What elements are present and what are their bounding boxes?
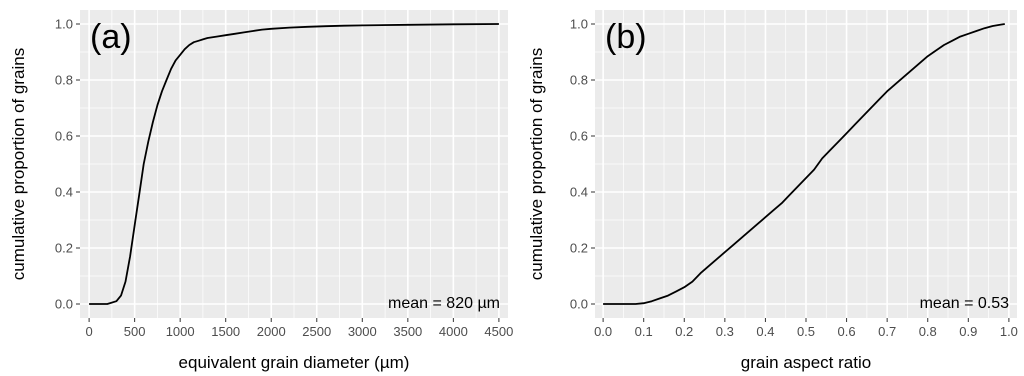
x-axis-title: grain aspect ratio [741, 353, 871, 372]
cdf-line [89, 23, 499, 305]
x-tick-label: 0.2 [675, 324, 693, 339]
x-tick-label: 500 [124, 324, 146, 339]
y-tick-label: 0.4 [570, 185, 588, 200]
y-tick-label: 0.8 [570, 73, 588, 88]
x-tick-label: 4000 [439, 324, 468, 339]
y-tick-label: 0.0 [570, 297, 588, 312]
y-tick-label: 0.2 [55, 241, 73, 256]
panel-a: 0 500 1000 1500 2000 2500 3000 3500 4000 4500 0.0 0… [9, 10, 513, 372]
panel-label: (b) [605, 18, 647, 56]
x-tick-label: 0.1 [635, 324, 653, 339]
x-axis-title: equivalent grain diameter (µm) [179, 353, 410, 372]
x-tick-label: 4500 [484, 324, 513, 339]
x-tick-label: 0.7 [878, 324, 896, 339]
x-tick-label: 3500 [393, 324, 422, 339]
panel-label: (a) [90, 18, 132, 56]
x-tick-label: 0.9 [959, 324, 977, 339]
mean-annotation: mean = 0.53 [920, 295, 1010, 312]
x-tick-label: 3000 [348, 324, 377, 339]
panel-b: 0.0 0.1 0.2 0.3 0.4 0.5 0.6 0.7 0.8 0.9 1.0 0.0 0.2 0… [527, 10, 1018, 372]
x-tick-label: 0 [85, 324, 92, 339]
x-tick-label: 0.3 [716, 324, 734, 339]
y-tick-label: 1.0 [570, 17, 588, 32]
x-tick-label: 2000 [257, 324, 286, 339]
x-tick-label: 1500 [211, 324, 240, 339]
y-tick-label: 0.4 [55, 185, 73, 200]
x-tick-label: 0.0 [594, 324, 612, 339]
y-tick-label: 0.8 [55, 73, 73, 88]
x-tick-label: 1.0 [1000, 324, 1018, 339]
y-tick-label: 0.6 [55, 129, 73, 144]
x-tick-label: 0.4 [756, 324, 774, 339]
y-tick-label: 1.0 [55, 17, 73, 32]
y-axis-title: cumulative proportion of grains [9, 48, 28, 280]
x-tick-label: 0.8 [919, 324, 937, 339]
x-tick-label: 2500 [302, 324, 331, 339]
x-tick-label: 1000 [166, 324, 195, 339]
y-tick-label: 0.6 [570, 129, 588, 144]
x-tick-label: 0.5 [797, 324, 815, 339]
y-tick-label: 0.0 [55, 297, 73, 312]
mean-annotation: mean = 820 µm [388, 295, 500, 312]
cdf-line [603, 23, 1005, 305]
y-tick-label: 0.2 [570, 241, 588, 256]
x-tick-label: 0.6 [838, 324, 856, 339]
y-axis-title: cumulative proportion of grains [527, 48, 546, 280]
